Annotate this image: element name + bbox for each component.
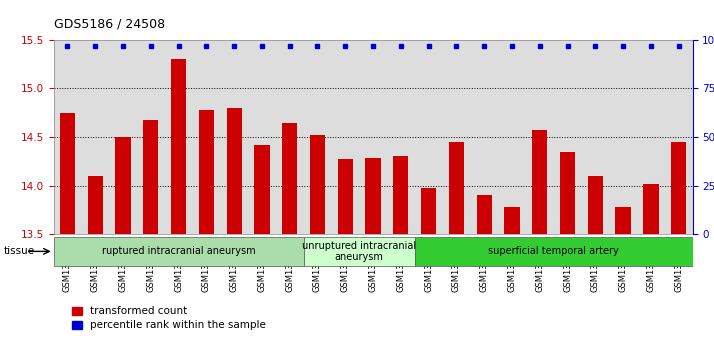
Bar: [615, 207, 630, 234]
Bar: [171, 59, 186, 234]
Bar: [226, 108, 242, 234]
Bar: [88, 176, 103, 234]
Legend: transformed count, percentile rank within the sample: transformed count, percentile rank withi…: [71, 306, 266, 330]
Bar: [116, 137, 131, 234]
Bar: [143, 119, 159, 234]
Bar: [54, 237, 303, 266]
Bar: [366, 158, 381, 234]
Bar: [60, 113, 75, 234]
Bar: [449, 142, 464, 234]
Text: GDS5186 / 24508: GDS5186 / 24508: [54, 18, 165, 31]
Bar: [504, 207, 520, 234]
Bar: [254, 145, 270, 234]
Bar: [588, 176, 603, 234]
Bar: [310, 135, 325, 234]
Bar: [303, 237, 415, 266]
Text: superficial temporal artery: superficial temporal artery: [488, 246, 619, 256]
Bar: [282, 123, 297, 234]
Bar: [198, 110, 214, 234]
Text: ruptured intracranial aneurysm: ruptured intracranial aneurysm: [102, 246, 256, 256]
Text: unruptured intracranial
aneurysm: unruptured intracranial aneurysm: [302, 241, 416, 262]
Bar: [393, 156, 408, 234]
Bar: [415, 237, 693, 266]
Bar: [560, 152, 575, 234]
Bar: [476, 195, 492, 234]
Bar: [338, 159, 353, 234]
Bar: [421, 188, 436, 234]
Bar: [671, 142, 686, 234]
Bar: [643, 184, 658, 234]
Bar: [532, 130, 548, 234]
Text: tissue: tissue: [4, 246, 35, 256]
